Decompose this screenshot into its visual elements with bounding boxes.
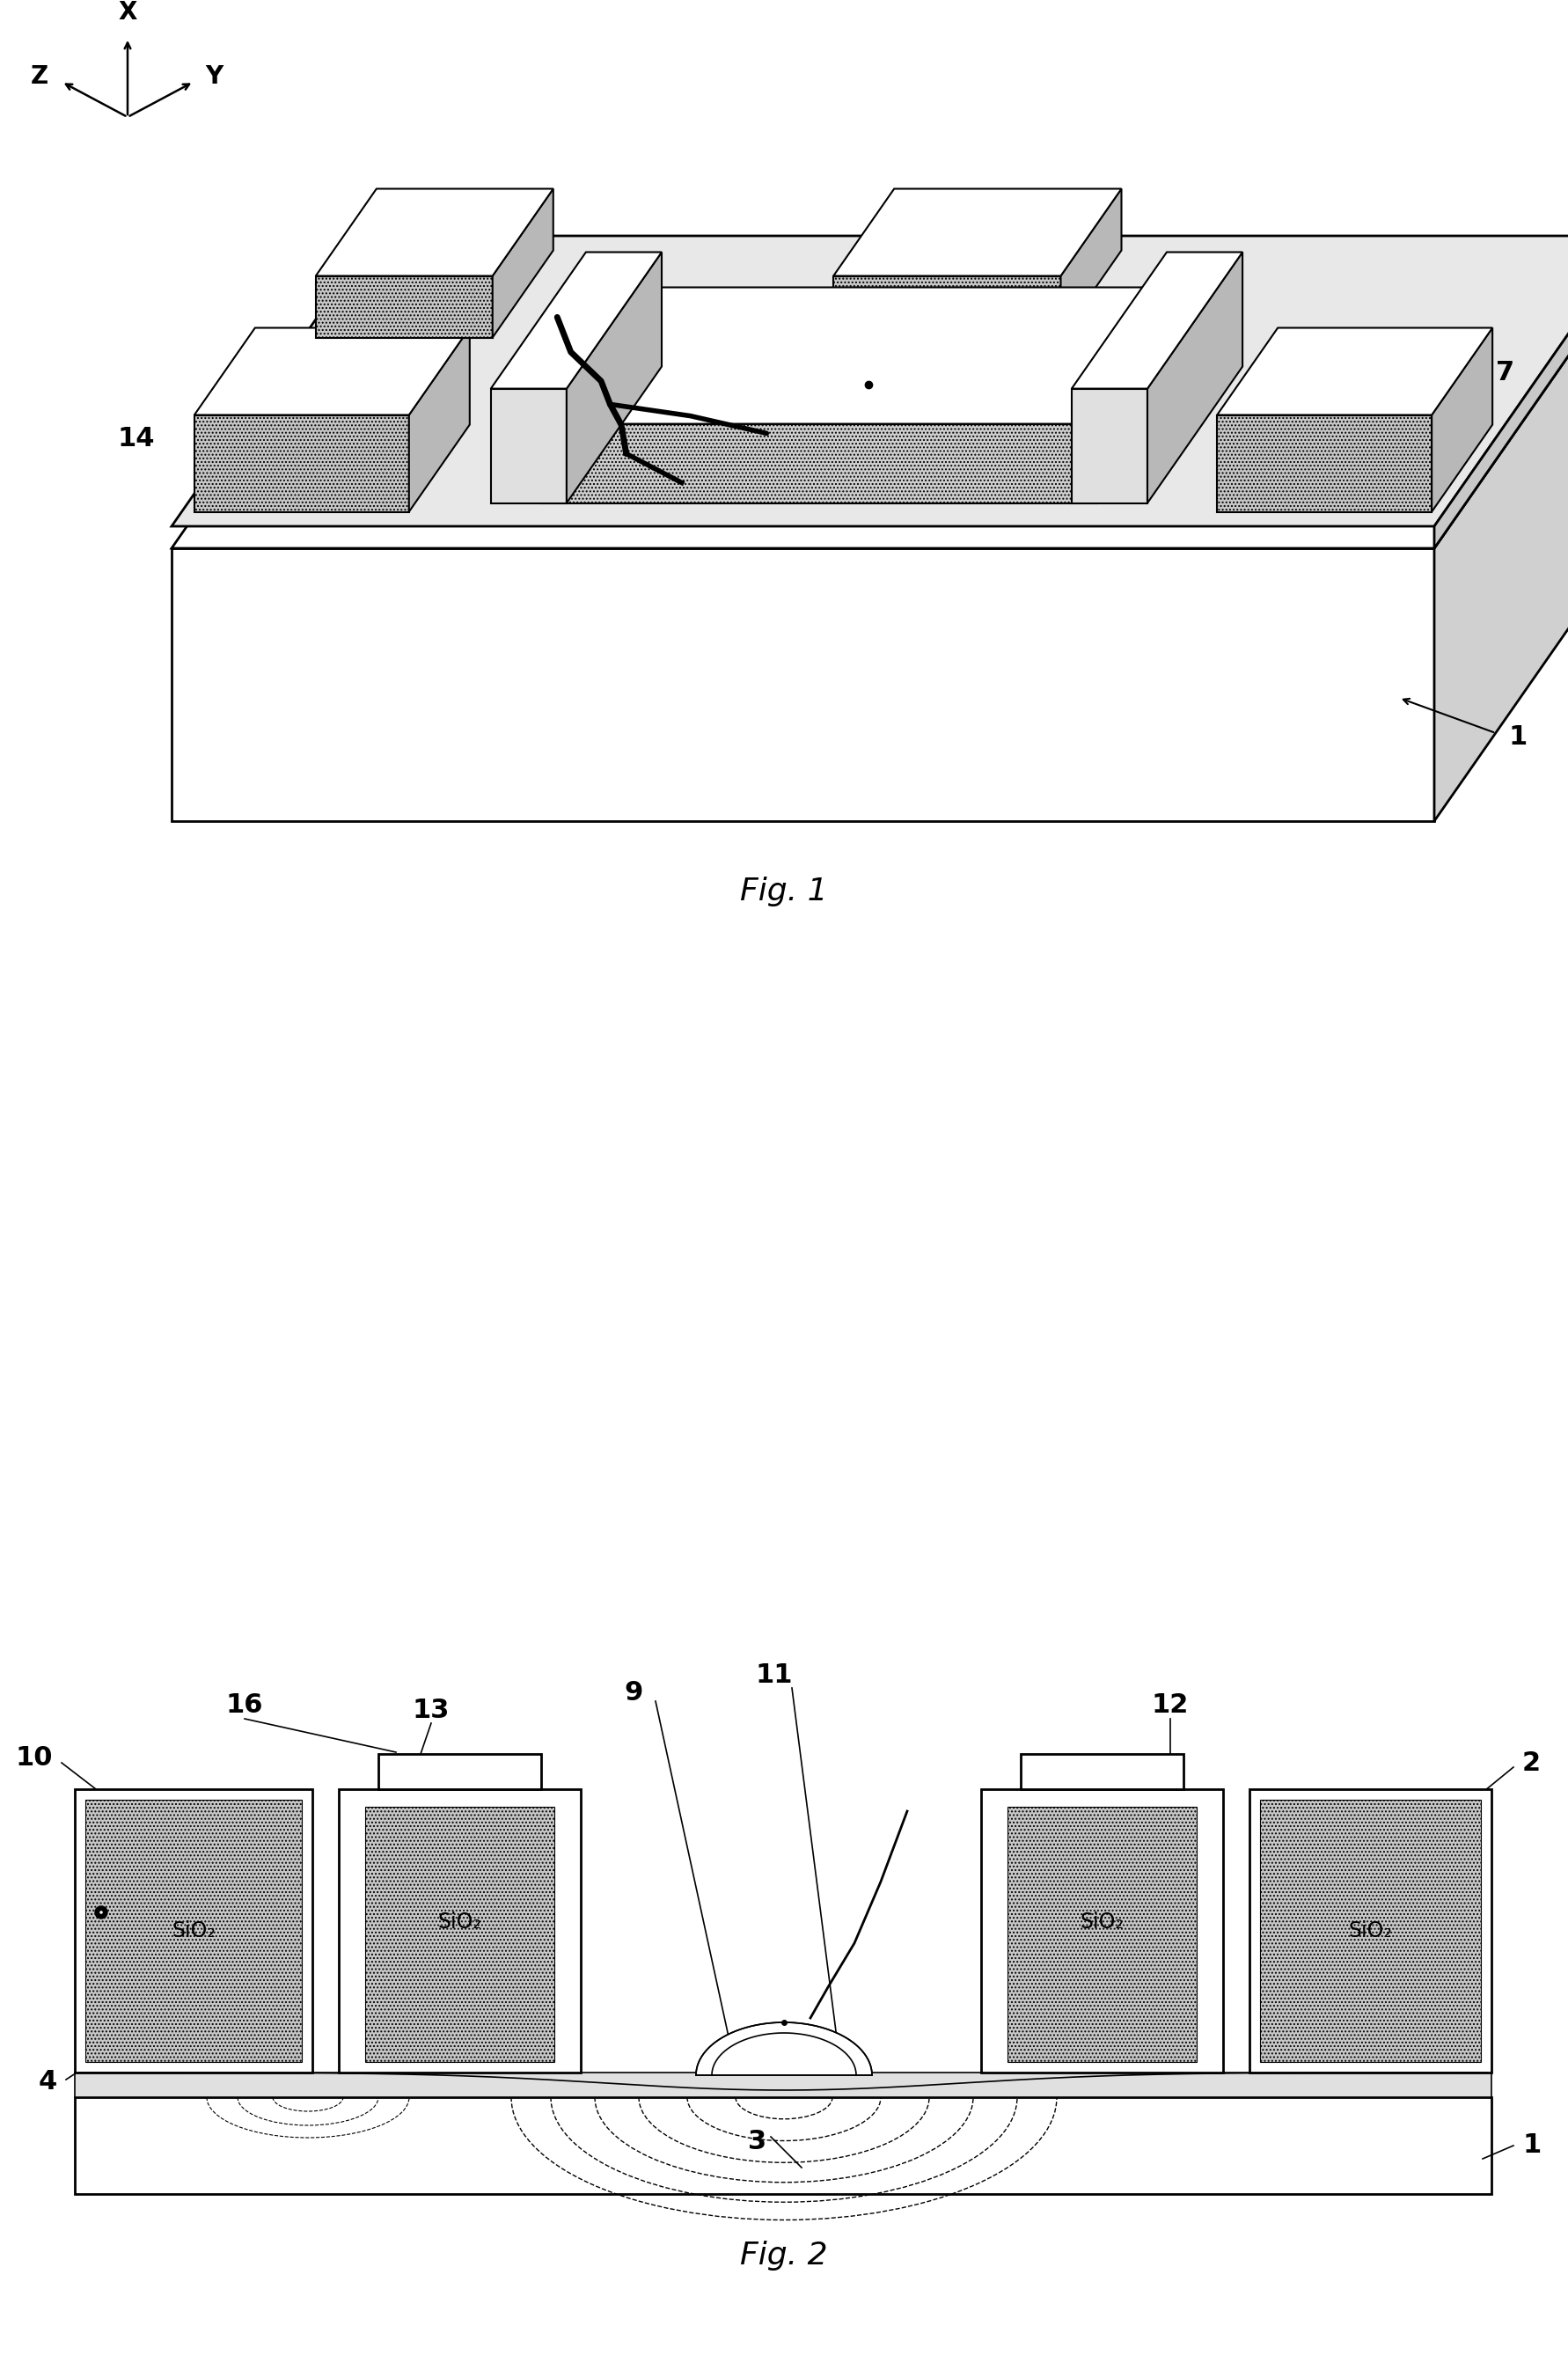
Polygon shape (315, 190, 554, 275)
Polygon shape (834, 275, 1060, 337)
Polygon shape (75, 2097, 1491, 2195)
Polygon shape (1250, 1789, 1491, 2071)
Polygon shape (696, 2022, 872, 2076)
Text: 12: 12 (1151, 1692, 1189, 1718)
Polygon shape (1435, 237, 1568, 547)
Text: X: X (93, 1811, 110, 1832)
Text: SiO₂: SiO₂ (1348, 1920, 1392, 1941)
Polygon shape (491, 251, 662, 389)
Polygon shape (566, 251, 662, 502)
Polygon shape (1071, 389, 1148, 502)
Polygon shape (378, 1754, 541, 1789)
Polygon shape (171, 237, 1568, 526)
Polygon shape (1217, 415, 1432, 512)
Text: 16: 16 (226, 1692, 263, 1718)
Polygon shape (1060, 190, 1121, 337)
Text: 13: 13 (1129, 389, 1167, 415)
Polygon shape (85, 1799, 301, 2062)
Text: 2: 2 (1523, 1749, 1541, 1775)
Text: SiO₂: SiO₂ (1080, 1913, 1124, 1932)
Polygon shape (1008, 1806, 1196, 2062)
Polygon shape (194, 415, 409, 512)
Polygon shape (834, 190, 1121, 275)
Text: 4: 4 (39, 2069, 56, 2095)
Polygon shape (1217, 327, 1493, 415)
Polygon shape (1021, 1754, 1184, 1789)
Polygon shape (541, 287, 1192, 424)
Polygon shape (194, 327, 470, 415)
Text: Y: Y (89, 1932, 107, 1955)
Text: 12: 12 (1236, 408, 1273, 431)
Polygon shape (1148, 251, 1242, 502)
Text: 10: 10 (16, 1747, 53, 1770)
Polygon shape (1098, 287, 1192, 502)
Text: 1: 1 (1523, 2133, 1541, 2159)
Polygon shape (982, 1789, 1223, 2071)
Polygon shape (315, 275, 492, 337)
Polygon shape (75, 2071, 1491, 2097)
Polygon shape (365, 1806, 555, 2062)
Text: Z: Z (31, 64, 49, 90)
Text: SiO₂: SiO₂ (171, 1920, 215, 1941)
Text: SiO₂: SiO₂ (437, 1913, 481, 1932)
Polygon shape (171, 258, 1568, 547)
Text: 11: 11 (847, 363, 883, 389)
Polygon shape (171, 547, 1435, 820)
Text: 9: 9 (624, 1680, 643, 1704)
Polygon shape (339, 1789, 580, 2071)
Circle shape (99, 1910, 103, 1915)
Text: Z: Z (180, 1901, 198, 1924)
Circle shape (96, 1905, 107, 1920)
Text: 15: 15 (946, 325, 983, 351)
Polygon shape (1071, 251, 1242, 389)
Text: 16: 16 (920, 301, 958, 327)
Text: 3: 3 (748, 2128, 767, 2154)
Text: X: X (118, 0, 136, 24)
Polygon shape (1261, 1799, 1480, 2062)
Text: 14: 14 (118, 427, 155, 453)
Text: 1: 1 (1508, 725, 1527, 751)
Text: Y: Y (205, 64, 223, 90)
Polygon shape (491, 389, 566, 502)
Text: 10: 10 (1400, 488, 1438, 514)
Polygon shape (409, 327, 470, 512)
Polygon shape (1432, 327, 1493, 512)
Polygon shape (492, 190, 554, 337)
Text: Fig. 1: Fig. 1 (740, 877, 828, 905)
Text: 5: 5 (383, 325, 401, 351)
Text: 9: 9 (641, 384, 660, 410)
Polygon shape (541, 424, 1098, 502)
Polygon shape (1435, 258, 1568, 820)
Text: 6: 6 (1011, 353, 1029, 379)
Text: 8: 8 (488, 292, 506, 318)
Text: 7: 7 (1496, 360, 1515, 384)
Text: 13: 13 (412, 1697, 450, 1723)
Text: Fig. 2: Fig. 2 (740, 2240, 828, 2270)
Text: 11: 11 (756, 1661, 793, 1687)
Polygon shape (75, 1789, 312, 2071)
